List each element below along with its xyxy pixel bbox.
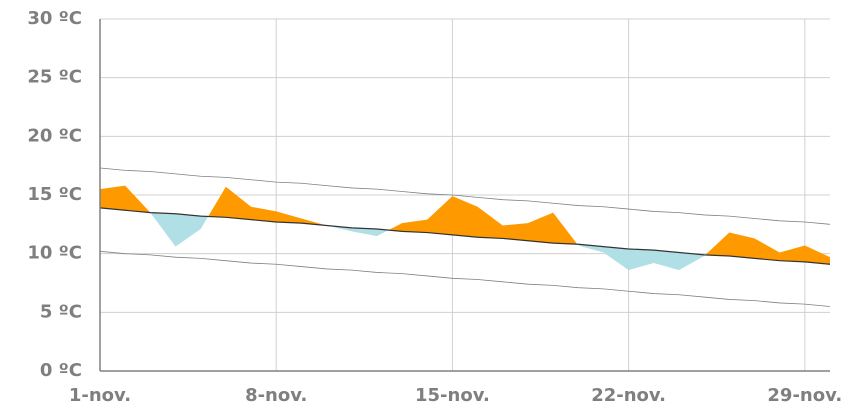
y-tick-label: 30 ºC <box>27 8 82 29</box>
y-tick-label: 0 ºC <box>40 360 82 381</box>
normal-line <box>99 207 831 265</box>
x-tick-label: 8-nov. <box>245 385 307 406</box>
area-above <box>100 185 830 265</box>
y-tick-label: 5 ºC <box>40 301 82 322</box>
bound-line <box>99 167 831 225</box>
y-tick-label: 20 ºC <box>27 125 82 146</box>
x-tick-label: 1-nov. <box>69 385 131 406</box>
x-tick-label: 22-nov. <box>591 385 666 406</box>
y-tick-label: 10 ºC <box>27 243 82 264</box>
y-tick-label: 15 ºC <box>27 184 82 205</box>
bound-line <box>99 250 831 307</box>
x-tick-label: 15-nov. <box>415 385 490 406</box>
y-tick-label: 25 ºC <box>27 67 82 88</box>
x-tick-label: 29-nov. <box>767 385 842 406</box>
